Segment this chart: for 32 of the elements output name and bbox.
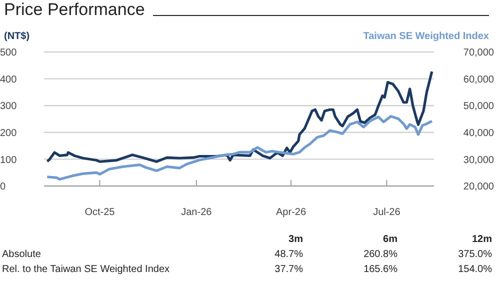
y-tick-label: 100 [0,154,18,166]
text: 12m [470,233,492,247]
text: Taiwan SE Weighted Index [363,31,489,42]
text: Absolute [2,248,42,262]
y-axis-title: (NT$) [4,31,30,42]
y-tick-label: 300 [0,101,18,112]
y-tick-label: 200 [0,128,18,139]
chart-title: Price Performance [4,0,145,20]
text: 165.6% [362,263,398,277]
y-tick-label: 500 [0,48,18,59]
x-tick-label: Jan-26 [181,207,212,218]
y2-tick-label: 30,000 [463,154,494,166]
text: 375.0% [457,248,492,262]
y-tick-label: 400 [0,74,18,86]
y2-tick-label: 60,000 [463,74,494,86]
y2-tick-label: 50,000 [463,101,494,112]
x-tick-label: Apr-26 [276,207,306,218]
line-series [46,115,434,181]
text: 37.7% [274,263,303,277]
x-tick-label: Jul-26 [373,207,401,218]
y2-tick-label: 40,000 [463,128,494,139]
text: 154.0% [457,263,492,277]
x-tick-label: Oct-25 [84,207,116,218]
text: Rel. to the Taiwan SE Weighted Index [2,263,171,277]
y2-tick-label: 70,000 [463,48,494,59]
text: 6m [382,233,398,247]
y-tick-label: 0 [0,182,6,193]
y2-tick-label: 20,000 [463,182,494,193]
text: 3m [288,233,303,247]
text: 48.7% [274,248,303,262]
text: 260.8% [362,248,398,262]
line-series [46,70,434,163]
